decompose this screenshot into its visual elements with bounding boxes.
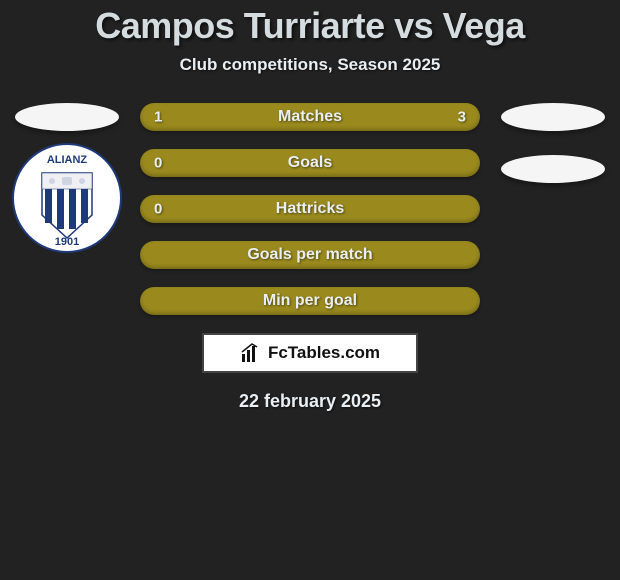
stat-left-value: 1 [154, 109, 162, 126]
left-club-badge: ALIANZ 1901 [12, 143, 122, 253]
right-flag-ellipse [501, 103, 605, 131]
right-player-col [498, 103, 608, 183]
stat-bar-min-per-goal: Min per goal [140, 287, 480, 315]
stat-bar-matches: 1 Matches 3 [140, 103, 480, 131]
page-subtitle: Club competitions, Season 2025 [0, 55, 620, 75]
stat-bar-goals: 0 Goals [140, 149, 480, 177]
stat-label: Matches [278, 108, 342, 126]
left-flag-ellipse [15, 103, 119, 131]
stat-label: Goals per match [247, 246, 372, 264]
left-player-col: ALIANZ 1901 [12, 103, 122, 253]
stat-label: Goals [288, 154, 332, 172]
stat-bar-hattricks: 0 Hattricks [140, 195, 480, 223]
brand-label: FcTables.com [268, 343, 380, 363]
page-title: Campos Turriarte vs Vega [0, 5, 620, 47]
brand-chart-icon [240, 342, 262, 364]
stat-label: Hattricks [276, 200, 344, 218]
brand-box: FcTables.com [202, 333, 418, 373]
footer-date: 22 february 2025 [0, 391, 620, 412]
stat-label: Min per goal [263, 292, 357, 310]
stat-right-value: 3 [458, 109, 466, 126]
stat-left-value: 0 [154, 155, 162, 172]
badge-top-text: ALIANZ [47, 154, 88, 166]
badge-year-text: 1901 [55, 236, 79, 248]
stat-bars: 1 Matches 3 0 Goals 0 Hattricks Goals pe… [140, 103, 480, 315]
stat-bar-goals-per-match: Goals per match [140, 241, 480, 269]
right-second-ellipse [501, 155, 605, 183]
stat-left-value: 0 [154, 201, 162, 218]
comparison-row: ALIANZ 1901 1 Matches 3 [0, 103, 620, 315]
